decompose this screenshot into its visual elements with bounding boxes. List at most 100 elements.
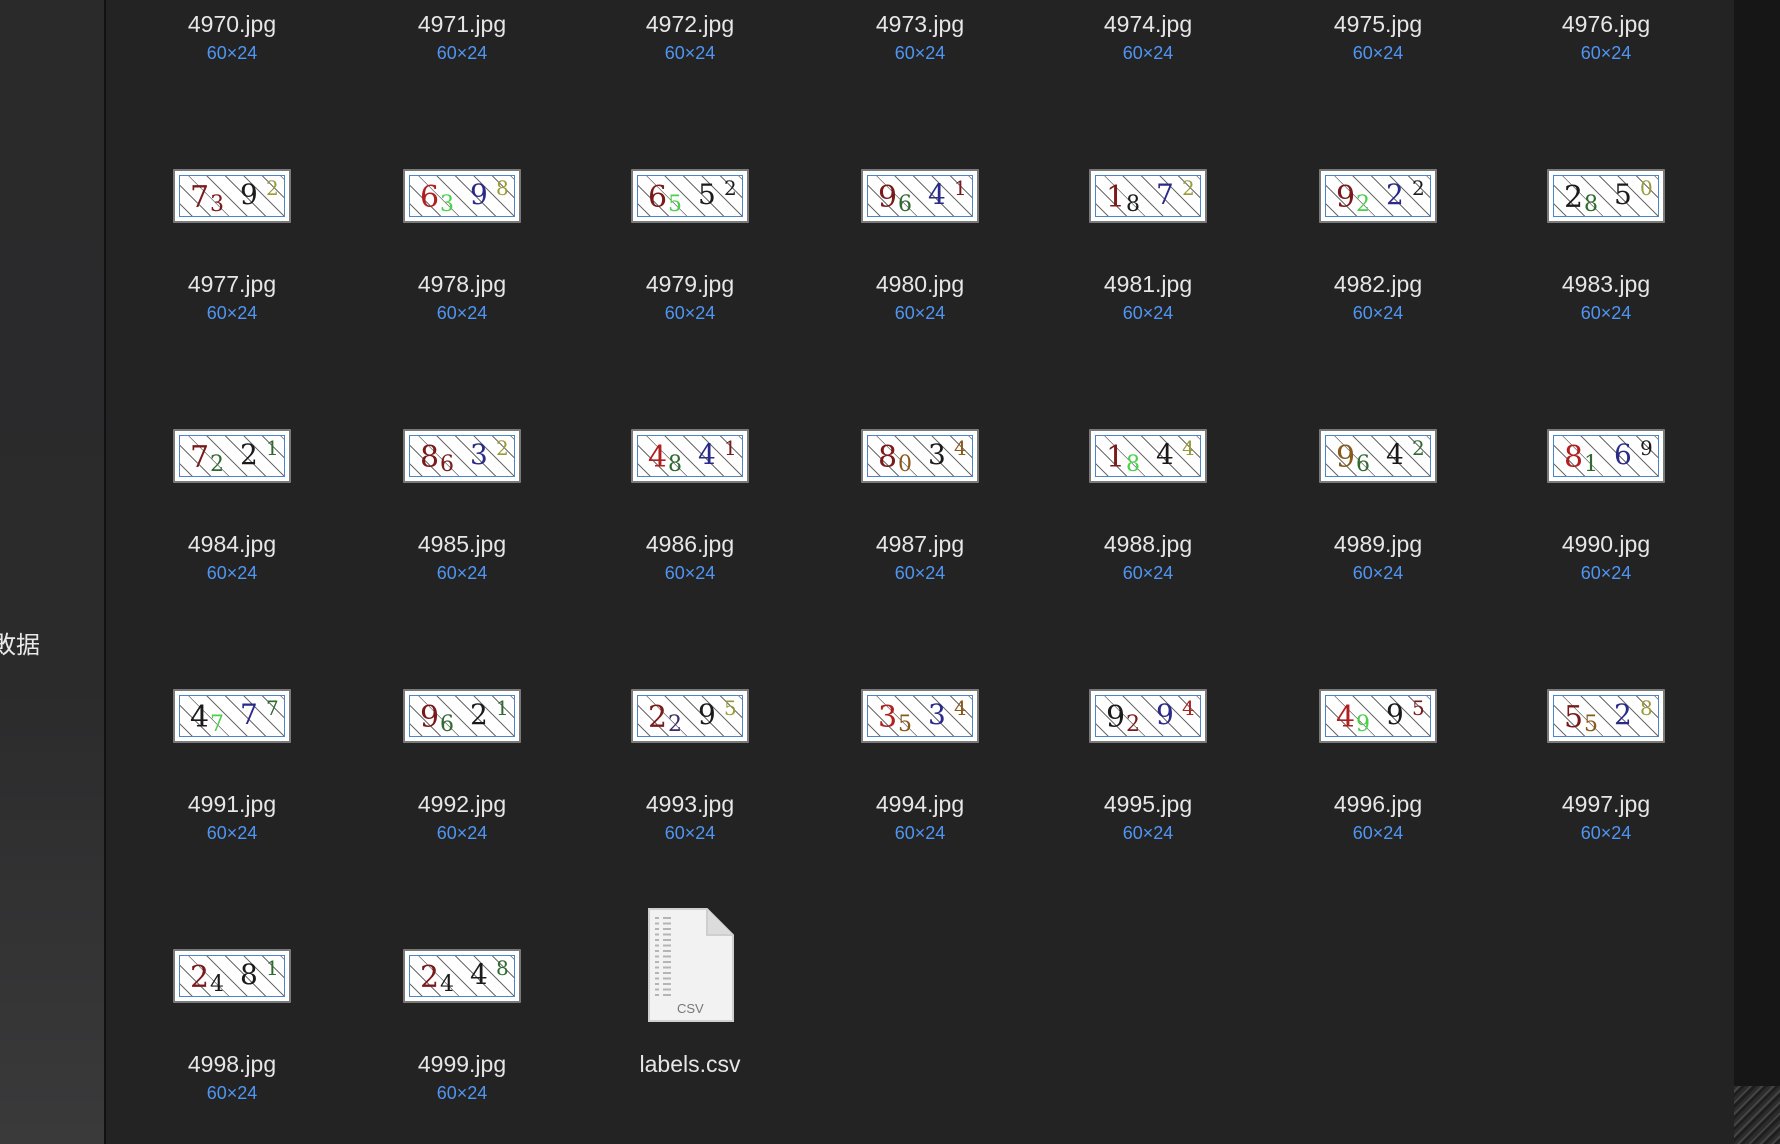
captcha-digit: 1 (266, 436, 279, 460)
file-name: 4993.jpg (645, 791, 735, 817)
file-item[interactable]: 4975.jpg 60×24 (1283, 0, 1473, 157)
captcha-digit: 2 (1386, 178, 1404, 211)
file-item[interactable]: 4974.jpg 60×24 (1053, 0, 1243, 157)
file-item[interactable]: 4970.jpg 60×24 (137, 0, 327, 157)
captcha-digit: 2 (1126, 712, 1140, 737)
file-item[interactable]: 4 8 4 1 4986.jpg 60×24 (595, 427, 785, 677)
file-dimensions: 60×24 (1580, 303, 1632, 323)
file-item-csv[interactable]: CSV labels.csv (595, 908, 785, 1144)
captcha-digit: 9 (1106, 700, 1126, 735)
file-item[interactable]: 3 5 3 4 4994.jpg 60×24 (825, 687, 1015, 937)
file-dimensions: 60×24 (894, 823, 946, 843)
file-item[interactable]: 9 6 4 1 4980.jpg 60×24 (825, 167, 1015, 417)
captcha-digit: 6 (1356, 452, 1370, 477)
file-name: 4979.jpg (645, 271, 735, 297)
file-item[interactable]: 4971.jpg 60×24 (367, 0, 557, 157)
file-name: 4977.jpg (187, 271, 277, 297)
captcha-digit: 5 (898, 712, 912, 737)
captcha-digit: 5 (1412, 696, 1425, 720)
captcha-digit: 4 (1182, 696, 1195, 720)
preview-thumbnail[interactable] (1734, 1086, 1780, 1144)
preview-strip (1734, 0, 1780, 1144)
file-name: 4988.jpg (1103, 531, 1193, 557)
file-dimensions: 60×24 (894, 43, 946, 63)
captcha-digit: 4 (1156, 438, 1174, 471)
file-dimensions: 60×24 (1580, 823, 1632, 843)
file-item[interactable]: 2 4 8 1 4998.jpg 60×24 (137, 947, 327, 1144)
file-dimensions: 60×24 (1122, 563, 1174, 583)
file-item[interactable]: 4972.jpg 60×24 (595, 0, 785, 157)
captcha-digit: 2 (240, 438, 258, 471)
file-name: 4971.jpg (417, 11, 507, 37)
file-name: 4985.jpg (417, 531, 507, 557)
captcha-digit: 2 (1182, 176, 1195, 200)
sidebar-item-data[interactable]: 敗据 (0, 628, 104, 662)
captcha-digit: 2 (266, 176, 279, 200)
file-item[interactable]: 4 9 9 5 4996.jpg 60×24 (1283, 687, 1473, 937)
captcha-digit: 5 (698, 178, 716, 211)
file-item[interactable]: 9 6 4 2 4989.jpg 60×24 (1283, 427, 1473, 677)
captcha-digit: 2 (724, 176, 737, 200)
file-item[interactable]: 8 6 3 2 4985.jpg 60×24 (367, 427, 557, 677)
captcha-digit: 4 (1182, 436, 1195, 460)
file-item[interactable]: 8 1 6 9 4990.jpg 60×24 (1511, 427, 1701, 677)
captcha-digit: 3 (210, 192, 224, 217)
file-item[interactable]: 6 5 5 2 4979.jpg 60×24 (595, 167, 785, 417)
file-item[interactable]: 2 2 9 5 4993.jpg 60×24 (595, 687, 785, 937)
captcha-digit: 2 (668, 712, 682, 737)
file-grid: 4970.jpg 60×24 4971.jpg 60×24 4972.jpg 60×24 4… (106, 0, 1734, 1144)
file-item[interactable]: 4973.jpg 60×24 (825, 0, 1015, 157)
captcha-digit: 2 (190, 960, 210, 995)
file-name: 4994.jpg (875, 791, 965, 817)
captcha-digit: 5 (1564, 700, 1584, 735)
captcha-digit: 4 (648, 440, 668, 475)
file-item[interactable]: 7 3 9 2 4977.jpg 60×24 (137, 167, 327, 417)
file-item[interactable]: 9 2 9 4 4995.jpg 60×24 (1053, 687, 1243, 937)
captcha-digit: 4 (1336, 700, 1356, 735)
captcha-digit: 4 (190, 700, 210, 735)
captcha-digit: 2 (1614, 698, 1632, 731)
file-item[interactable]: 5 5 2 8 4997.jpg 60×24 (1511, 687, 1701, 937)
captcha-digit: 5 (1584, 712, 1598, 737)
file-name: 4976.jpg (1561, 11, 1651, 37)
file-dimensions: 60×24 (664, 303, 716, 323)
captcha-digit: 4 (954, 696, 967, 720)
file-item[interactable]: 7 2 2 1 4984.jpg 60×24 (137, 427, 327, 677)
file-item[interactable]: 6 3 9 8 4978.jpg 60×24 (367, 167, 557, 417)
file-item[interactable]: 9 2 2 2 4982.jpg 60×24 (1283, 167, 1473, 417)
file-item[interactable]: 2 4 4 8 4999.jpg 60×24 (367, 947, 557, 1144)
file-dimensions: 60×24 (206, 303, 258, 323)
file-item[interactable]: 4 7 7 7 4991.jpg 60×24 (137, 687, 327, 937)
file-item[interactable]: 2 8 5 0 4983.jpg 60×24 (1511, 167, 1701, 417)
file-item[interactable]: 1 8 7 2 4981.jpg 60×24 (1053, 167, 1243, 417)
file-dimensions: 60×24 (1122, 303, 1174, 323)
file-item[interactable]: 4976.jpg 60×24 (1511, 0, 1701, 157)
file-dimensions: 60×24 (1580, 43, 1632, 63)
file-item[interactable]: 1 8 4 4 4988.jpg 60×24 (1053, 427, 1243, 677)
file-dimensions: 60×24 (206, 1083, 258, 1103)
captcha-digit: 2 (1412, 176, 1425, 200)
file-item[interactable]: 9 6 2 1 4992.jpg 60×24 (367, 687, 557, 937)
file-dimensions: 60×24 (1352, 43, 1404, 63)
captcha-digit: 7 (240, 698, 258, 731)
file-item[interactable]: 8 0 3 4 4987.jpg 60×24 (825, 427, 1015, 677)
captcha-digit: 2 (420, 960, 440, 995)
